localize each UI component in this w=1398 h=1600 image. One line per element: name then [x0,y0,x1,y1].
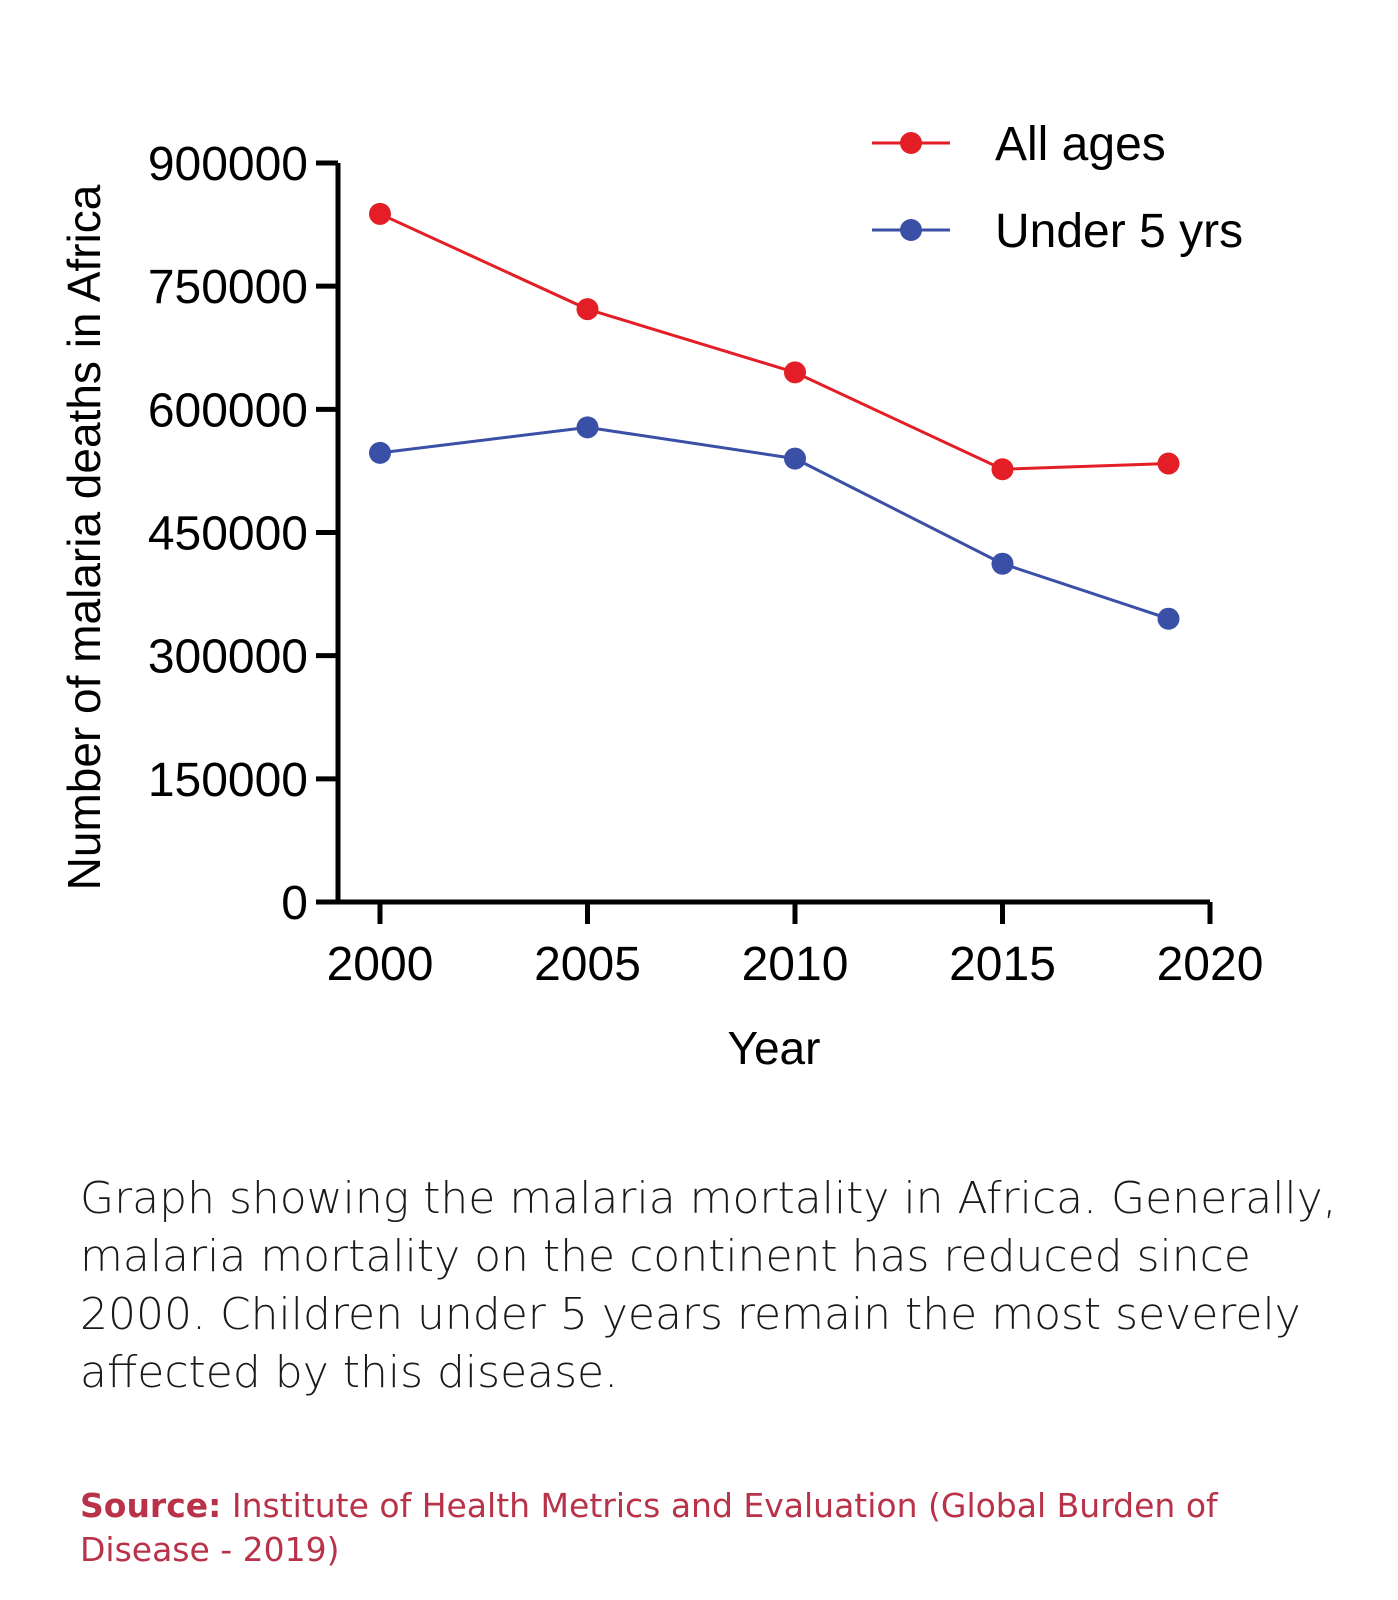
legend-marker [900,132,922,154]
legend-label: All ages [995,118,1166,171]
series-1 [369,416,1180,630]
y-tick-label: 150000 [148,754,308,807]
data-point [576,416,599,439]
data-point [991,552,1014,575]
x-tick-label: 2020 [1157,938,1264,991]
data-point [576,298,599,321]
legend-marker [900,219,922,241]
x-tick-label: 2015 [949,938,1056,991]
source-note: Source: Institute of Health Metrics and … [80,1484,1340,1572]
y-tick-label: 450000 [148,508,308,561]
y-tick-label: 300000 [148,631,308,684]
chart-legend: All ages Under 5 yrs [872,118,1243,258]
data-point [991,458,1014,481]
x-tick-label: 2010 [742,938,849,991]
legend-label: Under 5 yrs [995,205,1243,258]
x-tick-label: 2000 [327,938,434,991]
series-line [379,425,1169,621]
chart-series [369,202,1180,630]
x-axis-label: Year [728,1022,821,1074]
data-point [369,441,391,464]
y-axis-label: Number of malaria deaths in Africa [58,184,110,890]
source-text: Institute of Health Metrics and Evaluati… [80,1486,1218,1569]
data-point [1157,607,1180,630]
series-0 [369,202,1180,481]
chart-caption: Graph showing the malaria mortality in A… [80,1173,1337,1398]
data-point [784,361,806,384]
y-tick-label: 900000 [148,138,308,191]
chart-axes: 0 150000 300000 450000 600000 750000 900000 200… [148,138,1264,991]
malaria-deaths-chart: 0 150000 300000 450000 600000 750000 900000 200… [58,118,1264,1074]
x-tick-label: 2005 [534,938,641,991]
data-point [1157,452,1180,475]
data-point [369,202,391,225]
source-label: Source: [80,1486,222,1525]
y-tick-label: 0 [281,877,308,930]
y-tick-label: 750000 [148,261,308,314]
y-tick-label: 600000 [148,384,308,437]
data-point [784,447,806,470]
